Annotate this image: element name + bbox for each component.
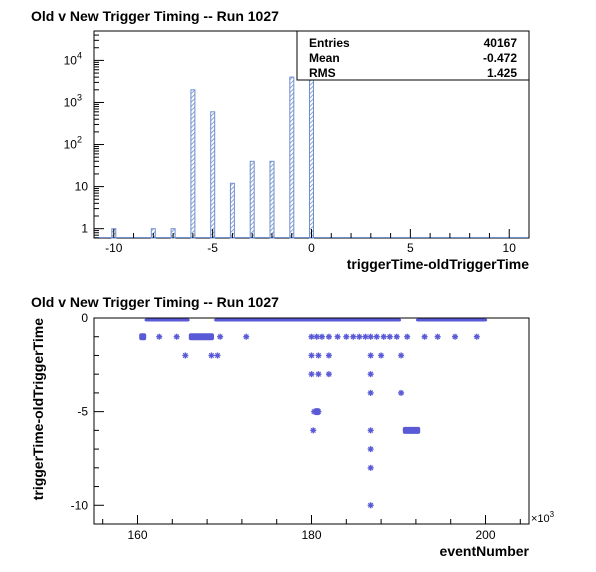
stats-rms-label: RMS [309, 66, 336, 80]
scatter-point [243, 333, 250, 340]
scatter-point [367, 427, 374, 434]
stats-box: Entries 40167 Mean -0.472 RMS 1.425 [296, 30, 530, 81]
scatter-y-tick-label: -10 [71, 498, 89, 512]
scatter-point [367, 446, 374, 453]
scatter-point [208, 352, 215, 359]
stats-rms-value: 1.425 [487, 66, 517, 80]
histogram-y-tick-label: 1 [81, 222, 88, 236]
histogram-y-tick-label: 104 [64, 50, 82, 67]
scatter-point [214, 352, 221, 359]
scatter-point [367, 464, 374, 471]
scatter-point [367, 333, 374, 340]
scatter-point [386, 333, 393, 340]
scatter-point [367, 352, 374, 359]
scatter-dense-band [415, 318, 488, 322]
scatter-point [343, 333, 350, 340]
scatter-point [398, 389, 405, 396]
scatter-point [334, 333, 341, 340]
histogram-bar [229, 182, 235, 239]
stats-mean-value: -0.472 [483, 51, 517, 65]
scatter-point [373, 333, 380, 340]
scatter-x-axis: 160 180 200 [102, 515, 521, 542]
scatter-x-multiplier: ×103 [531, 510, 555, 525]
scatter-point [217, 333, 224, 340]
histogram-y-axis: 1 10 102 103 104 [64, 30, 104, 239]
histogram-y-tick-label: 10 [75, 180, 89, 194]
scatter-y-tick-label: -5 [77, 405, 88, 419]
scatter-point [325, 352, 332, 359]
histogram-bar [210, 111, 216, 239]
histogram-x-tick-label: -10 [105, 241, 123, 255]
scatter-dense-band [402, 426, 421, 434]
scatter-plot-frame [93, 317, 530, 525]
histogram-bar [190, 89, 196, 239]
histogram-x-tick-label: -5 [207, 241, 218, 255]
histogram-x-axis: -10 -5 0 5 10 [93, 229, 530, 255]
scatter-points [139, 318, 488, 509]
histogram-x-tick-label: 0 [308, 241, 315, 255]
scatter-point [393, 333, 400, 340]
histogram-panel: Old v New Trigger Timing -- Run 1027 1 10… [31, 8, 530, 272]
scatter-point [404, 333, 411, 340]
scatter-point [452, 333, 459, 340]
scatter-point [173, 333, 180, 340]
scatter-point [315, 371, 322, 378]
scatter-point [367, 371, 374, 378]
stats-mean-label: Mean [309, 51, 340, 65]
scatter-point [308, 333, 315, 340]
scatter-panel: Old v New Trigger Timing -- Run 1027 0 -5… [30, 294, 555, 559]
histogram-y-tick-label: 103 [64, 92, 82, 109]
scatter-point [473, 333, 480, 340]
scatter-point [318, 333, 325, 340]
scatter-point [325, 333, 332, 340]
scatter-point [356, 333, 363, 340]
stats-entries-label: Entries [309, 36, 350, 50]
scatter-point [367, 389, 374, 396]
scatter-dense-band [188, 333, 214, 341]
histogram-bar [289, 76, 295, 239]
scatter-point [310, 427, 317, 434]
scatter-x-tick-label: 200 [475, 528, 495, 542]
scatter-point [315, 352, 322, 359]
scatter-y-tick-label: 0 [81, 311, 88, 325]
scatter-point [182, 352, 189, 359]
scatter-point [378, 352, 385, 359]
scatter-title: Old v New Trigger Timing -- Run 1027 [31, 294, 279, 310]
stats-entries-value: 40167 [484, 36, 518, 50]
scatter-point [350, 333, 357, 340]
scatter-point [421, 333, 428, 340]
scatter-dense-band [144, 318, 190, 322]
scatter-point [367, 502, 374, 509]
histogram-bar [269, 160, 275, 239]
scatter-x-label: eventNumber [440, 543, 530, 559]
scatter-point [308, 371, 315, 378]
histogram-x-tick-label: 5 [407, 241, 414, 255]
histogram-y-tick-label: 102 [64, 135, 82, 152]
histogram-title: Old v New Trigger Timing -- Run 1027 [31, 8, 279, 24]
histogram-bar [249, 160, 255, 239]
scatter-point [362, 333, 369, 340]
histogram-x-tick-label: 10 [503, 241, 517, 255]
scatter-point [315, 408, 322, 415]
scatter-x-tick-label: 180 [301, 528, 321, 542]
scatter-point [308, 352, 315, 359]
scatter-point [313, 333, 320, 340]
scatter-dense-band [214, 318, 402, 322]
histogram-x-label: triggerTime-oldTriggerTime [347, 256, 530, 272]
scatter-point [325, 371, 332, 378]
scatter-y-axis: 0 -5 -10 [71, 311, 104, 525]
scatter-x-tick-label: 160 [127, 528, 147, 542]
scatter-dense-band [139, 333, 147, 341]
scatter-point [398, 352, 405, 359]
scatter-y-label: triggerTime-oldTriggerTime [30, 318, 46, 501]
scatter-point [434, 333, 441, 340]
scatter-point [156, 333, 163, 340]
stats-box-frame [296, 30, 530, 81]
scatter-point [380, 333, 387, 340]
